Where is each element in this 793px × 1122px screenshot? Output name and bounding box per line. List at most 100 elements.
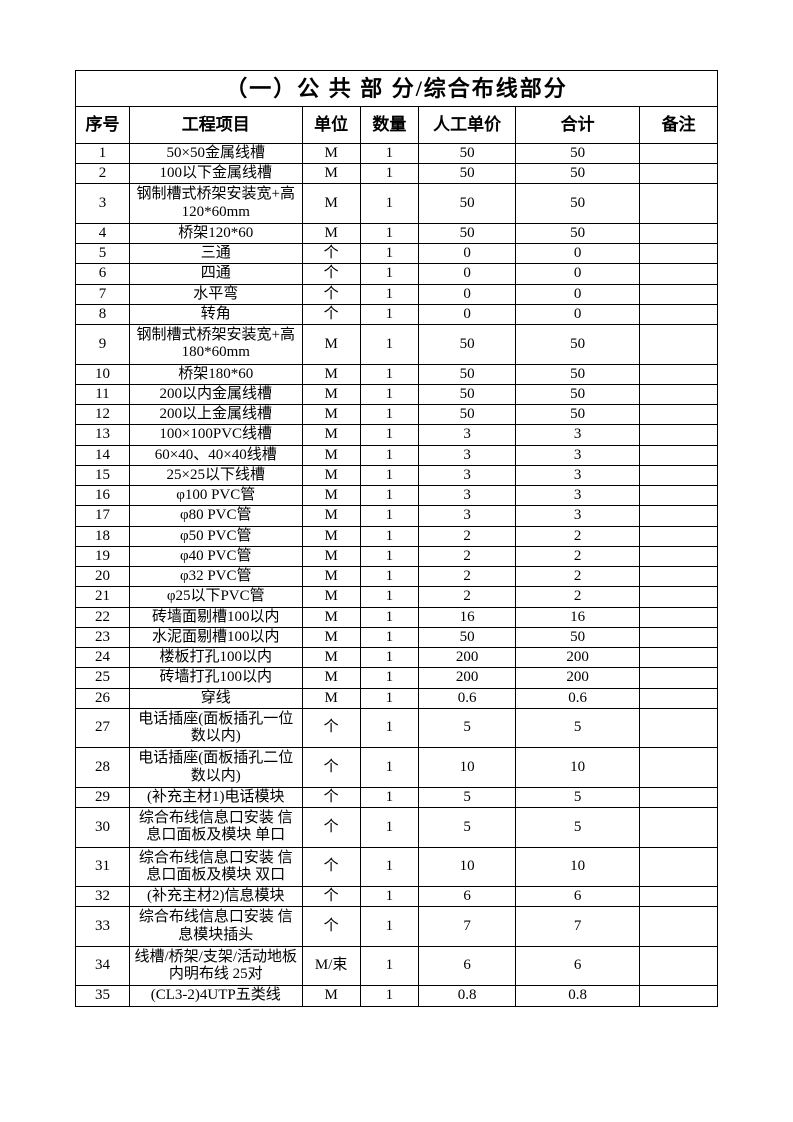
cell-project: (补充主材1)电话模块 <box>129 787 302 807</box>
col-header-qty: 数量 <box>360 107 418 144</box>
cell-total: 2 <box>516 587 640 607</box>
cell-total: 50 <box>516 143 640 163</box>
cell-unit: M <box>302 567 360 587</box>
cell-total: 3 <box>516 506 640 526</box>
cell-total: 5 <box>516 808 640 848</box>
cell-total: 6 <box>516 887 640 907</box>
table-row: 34线槽/桥架/支架/活动地板内明布线 25对M/束166 <box>76 946 718 986</box>
cell-price: 5 <box>419 708 516 748</box>
cell-price: 200 <box>419 668 516 688</box>
cell-note <box>640 325 718 365</box>
cell-unit: 个 <box>302 748 360 788</box>
cell-seq: 31 <box>76 847 130 887</box>
cell-qty: 1 <box>360 364 418 384</box>
cell-qty: 1 <box>360 887 418 907</box>
cell-price: 0.8 <box>419 986 516 1006</box>
cell-total: 3 <box>516 465 640 485</box>
cell-qty: 1 <box>360 546 418 566</box>
cell-unit: M <box>302 405 360 425</box>
table-row: 4桥架120*60M15050 <box>76 223 718 243</box>
cell-total: 3 <box>516 425 640 445</box>
table-row: 11200以内金属线槽M15050 <box>76 384 718 404</box>
cell-qty: 1 <box>360 748 418 788</box>
cell-price: 2 <box>419 546 516 566</box>
table-row: 20φ32 PVC管M122 <box>76 567 718 587</box>
cell-note <box>640 164 718 184</box>
cell-seq: 2 <box>76 164 130 184</box>
cell-total: 0.6 <box>516 688 640 708</box>
cell-note <box>640 567 718 587</box>
cell-qty: 1 <box>360 325 418 365</box>
cell-price: 50 <box>419 164 516 184</box>
cell-seq: 10 <box>76 364 130 384</box>
cell-seq: 34 <box>76 946 130 986</box>
cell-note <box>640 986 718 1006</box>
col-header-total: 合计 <box>516 107 640 144</box>
cell-seq: 9 <box>76 325 130 365</box>
table-header-row: 序号 工程项目 单位 数量 人工单价 合计 备注 <box>76 107 718 144</box>
cell-total: 5 <box>516 708 640 748</box>
cell-note <box>640 284 718 304</box>
cell-note <box>640 668 718 688</box>
cell-note <box>640 486 718 506</box>
cell-note <box>640 304 718 324</box>
cell-price: 3 <box>419 465 516 485</box>
table-row: 1525×25以下线槽M133 <box>76 465 718 485</box>
cell-price: 50 <box>419 364 516 384</box>
cell-project: 200以上金属线槽 <box>129 405 302 425</box>
cell-seq: 18 <box>76 526 130 546</box>
cell-project: 四通 <box>129 264 302 284</box>
cell-note <box>640 946 718 986</box>
cell-seq: 30 <box>76 808 130 848</box>
cell-project: 100以下金属线槽 <box>129 164 302 184</box>
cell-unit: M <box>302 607 360 627</box>
table-title: （一）公 共 部 分/综合布线部分 <box>76 71 718 107</box>
cell-qty: 1 <box>360 607 418 627</box>
cell-total: 50 <box>516 627 640 647</box>
cell-unit: M <box>302 223 360 243</box>
cell-qty: 1 <box>360 668 418 688</box>
cell-note <box>640 907 718 947</box>
cell-note <box>640 587 718 607</box>
cell-project: 桥架180*60 <box>129 364 302 384</box>
cell-qty: 1 <box>360 688 418 708</box>
cell-project: 线槽/桥架/支架/活动地板内明布线 25对 <box>129 946 302 986</box>
cell-note <box>640 465 718 485</box>
cell-total: 200 <box>516 668 640 688</box>
cell-seq: 27 <box>76 708 130 748</box>
cell-seq: 24 <box>76 648 130 668</box>
cell-total: 0 <box>516 284 640 304</box>
cell-price: 0 <box>419 244 516 264</box>
col-header-price: 人工单价 <box>419 107 516 144</box>
cell-unit: M <box>302 546 360 566</box>
cell-seq: 7 <box>76 284 130 304</box>
cell-seq: 22 <box>76 607 130 627</box>
table-row: 26穿线M10.60.6 <box>76 688 718 708</box>
cell-note <box>640 445 718 465</box>
cell-qty: 1 <box>360 445 418 465</box>
cell-unit: M <box>302 506 360 526</box>
cell-qty: 1 <box>360 808 418 848</box>
cell-project: 综合布线信息口安装 信息口面板及模块 双口 <box>129 847 302 887</box>
cell-price: 2 <box>419 587 516 607</box>
cell-unit: 个 <box>302 304 360 324</box>
cell-price: 3 <box>419 506 516 526</box>
cell-note <box>640 184 718 224</box>
cell-total: 50 <box>516 223 640 243</box>
cell-project: 楼板打孔100以内 <box>129 648 302 668</box>
cell-project: 穿线 <box>129 688 302 708</box>
cell-unit: M <box>302 668 360 688</box>
cell-project: 水平弯 <box>129 284 302 304</box>
cell-total: 0 <box>516 264 640 284</box>
cell-unit: 个 <box>302 787 360 807</box>
cell-qty: 1 <box>360 486 418 506</box>
col-header-project: 工程项目 <box>129 107 302 144</box>
cell-price: 6 <box>419 946 516 986</box>
cell-total: 0.8 <box>516 986 640 1006</box>
cell-price: 10 <box>419 748 516 788</box>
cell-price: 50 <box>419 223 516 243</box>
cell-qty: 1 <box>360 847 418 887</box>
table-row: 5三通个100 <box>76 244 718 264</box>
cell-price: 6 <box>419 887 516 907</box>
table-row: 10桥架180*60M15050 <box>76 364 718 384</box>
